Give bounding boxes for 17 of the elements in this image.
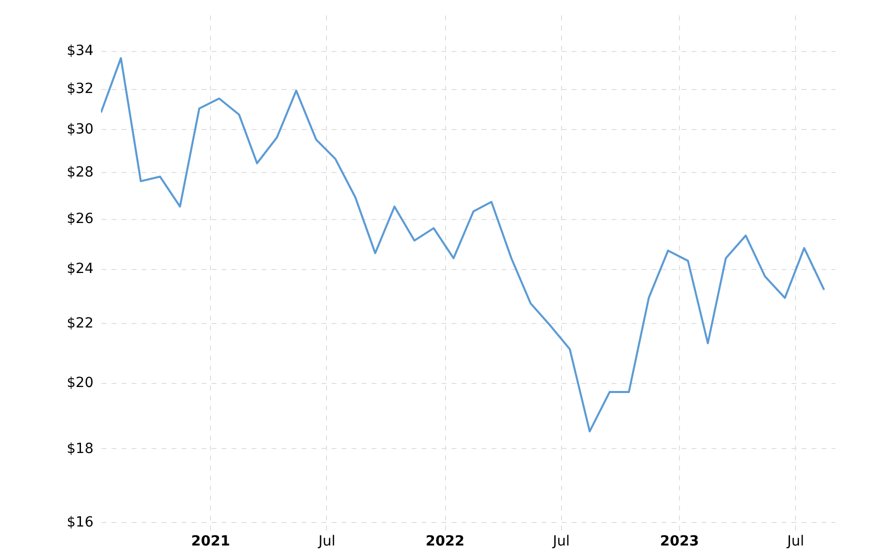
y-tick-label: $16 <box>66 514 94 531</box>
y-tick-label: $24 <box>66 261 94 278</box>
line-series <box>101 57 826 432</box>
x-tick-label: Jul <box>786 534 804 550</box>
y-tick-label: $34 <box>66 43 94 60</box>
y-tick-label: $18 <box>66 440 94 457</box>
y-tick-label: $20 <box>66 375 94 392</box>
y-tick-label: $32 <box>66 81 94 98</box>
y-tick-label: $30 <box>66 122 94 138</box>
x-tick-label: Jul <box>317 534 336 550</box>
x-tick-label: 2022 <box>426 534 465 550</box>
x-tick-label: 2023 <box>660 534 699 550</box>
x-tick-label: Jul <box>552 534 570 550</box>
y-tick-label: $22 <box>66 315 94 332</box>
y-tick-label: $28 <box>66 164 94 181</box>
y-tick-label: $26 <box>66 211 94 228</box>
x-tick-label: 2021 <box>191 534 230 550</box>
